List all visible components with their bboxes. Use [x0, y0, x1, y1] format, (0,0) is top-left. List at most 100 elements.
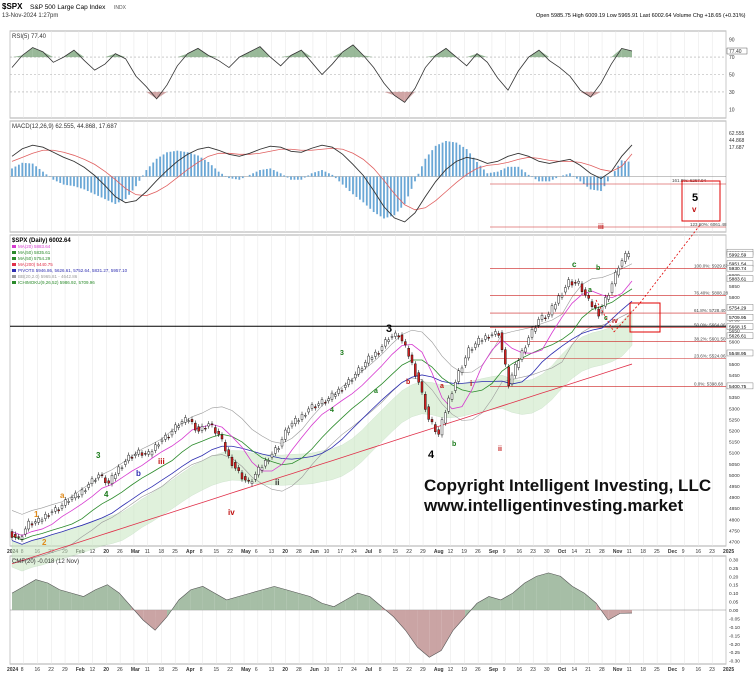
x-tick-label: 11 — [145, 667, 150, 673]
x-tick-label: 16 — [516, 549, 522, 555]
x-tick-label: Jun — [310, 667, 319, 673]
candle-body — [174, 424, 177, 432]
cmf-area-segment — [345, 593, 358, 610]
candle-body — [484, 335, 487, 340]
candle-body — [584, 289, 587, 296]
candle-body — [200, 426, 204, 431]
macd-hist-bar — [345, 176, 348, 188]
candle-body — [104, 477, 107, 484]
macd-hist-bar — [59, 176, 62, 183]
macd-hist-bar — [296, 176, 299, 180]
wave-label: i — [470, 379, 472, 388]
candle-body — [487, 336, 490, 339]
macd-hist-bar — [283, 175, 286, 177]
candle-body — [620, 260, 624, 267]
macd-hist-bar — [69, 176, 72, 186]
cmf-area-segment — [322, 603, 334, 610]
candle-body — [67, 501, 70, 503]
macd-hist-bar — [38, 168, 41, 177]
legend-swatch — [12, 245, 16, 248]
macd-hist-bar — [197, 155, 199, 177]
x-tick-label: 23 — [530, 549, 536, 555]
x-tick-label: 13 — [269, 667, 275, 673]
x-tick-label: 8 — [379, 667, 382, 673]
rsi-overbought-fill — [32, 47, 43, 58]
candle-body — [574, 282, 577, 284]
candle-body — [74, 492, 77, 499]
projection-arrow — [613, 302, 641, 333]
candle-body — [467, 347, 470, 359]
x-tick-label: 22 — [406, 667, 412, 673]
macd-hist-bar — [520, 169, 523, 177]
wave-label: b — [452, 441, 456, 448]
candle-body — [507, 366, 510, 387]
macd-hist-bar — [575, 176, 578, 179]
cmf-area-segment — [47, 583, 60, 610]
candle-body — [190, 419, 194, 422]
macd-hist-bar — [124, 176, 127, 200]
macd-hist-bar — [121, 176, 124, 201]
macd-hist-bar — [290, 176, 292, 180]
candle-body — [374, 351, 377, 357]
candle-body — [514, 364, 517, 376]
cmf-area-segment — [488, 596, 501, 610]
candle-body — [340, 390, 344, 392]
macd-hist-bar — [624, 160, 627, 177]
candle-body — [500, 332, 504, 350]
x-tick-label: Jun — [310, 549, 319, 555]
candle-body — [270, 453, 274, 458]
macd-hist-bar — [338, 176, 341, 182]
macd-hist-bar — [482, 169, 485, 177]
x-tick-label: 9 — [503, 667, 506, 673]
x-tick-label: 2025 — [723, 667, 734, 673]
x-tick-label: 9 — [682, 549, 685, 555]
macd-hist-bar — [148, 166, 151, 177]
x-tick-label: Mar — [131, 549, 140, 555]
macd-hist-bar — [479, 165, 482, 177]
fib-level-label: 50.0%: 5664.06 — [694, 322, 726, 327]
candle-body — [590, 301, 594, 307]
macd-hist-bar — [334, 176, 337, 179]
x-tick-label: 20 — [103, 667, 109, 673]
price-right-label: 5709.95 — [729, 315, 747, 321]
macd-hist-bar — [465, 149, 468, 177]
cmf-area-segment — [608, 610, 621, 621]
candle-body — [600, 306, 604, 313]
x-tick-label: Apr — [186, 549, 195, 555]
wave-label: c — [572, 260, 577, 269]
candle-body — [57, 509, 60, 512]
cmf-area-segment — [536, 572, 549, 610]
macd-hist-bar — [317, 171, 320, 177]
macd-hist-bar — [324, 171, 327, 177]
cmf-area-segment — [190, 586, 203, 610]
cmf-area-segment — [441, 610, 454, 651]
x-tick-label: May — [241, 667, 251, 673]
macd-hist-bar — [396, 176, 399, 212]
macd-hist-bar — [259, 170, 261, 177]
candle-body — [540, 315, 544, 320]
candle-body — [344, 385, 347, 388]
candle-body — [234, 462, 237, 469]
macd-hist-bar — [207, 161, 210, 177]
macd-hist-bar — [183, 151, 186, 177]
candle-body — [390, 336, 394, 338]
candle-body — [474, 343, 477, 348]
cmf-area-segment — [274, 586, 287, 610]
x-tick-label: 24 — [351, 549, 357, 555]
macd-hist-bar — [513, 166, 516, 177]
x-tick-label: 12 — [90, 549, 96, 555]
x-tick-label: Aug — [434, 667, 444, 673]
cmf-y-tick: -0.25 — [729, 650, 740, 656]
macd-hist-bar — [507, 166, 509, 177]
wave-label: 1 — [34, 510, 39, 519]
candle-body — [184, 417, 187, 423]
candle-body — [520, 350, 524, 360]
legend-entry: MA(200) 5440.75 — [18, 262, 53, 267]
macd-hist-bar — [138, 176, 141, 181]
candle-body — [450, 393, 454, 400]
price-y-tick: 5850 — [729, 284, 740, 290]
macd-hist-bar — [627, 161, 630, 177]
macd-hist-bar — [303, 176, 306, 178]
cmf-area-segment — [393, 610, 406, 631]
